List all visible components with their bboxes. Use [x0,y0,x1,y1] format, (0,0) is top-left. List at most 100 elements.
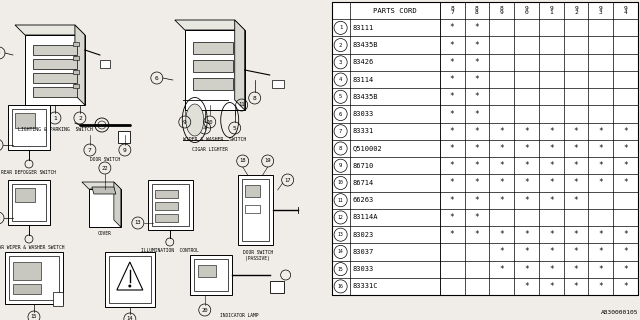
Text: *: * [475,179,479,188]
Bar [155,190,178,198]
Text: *: * [499,161,504,170]
Text: 6: 6 [155,76,159,81]
Text: 9: 9 [123,148,127,153]
Bar [8,105,50,150]
Text: 9
4: 9 4 [624,6,627,15]
Bar [89,189,121,227]
Text: *: * [623,282,628,291]
Text: *: * [450,127,454,136]
Text: *: * [450,92,454,101]
Text: *: * [475,144,479,153]
Polygon shape [175,20,244,30]
Text: COVER: COVER [98,231,112,236]
Text: *: * [623,179,628,188]
Bar [33,45,77,55]
Text: 12: 12 [0,215,1,220]
Text: *: * [549,265,554,274]
Text: 1: 1 [53,116,57,121]
Text: 12: 12 [338,215,344,220]
Text: 8
8: 8 8 [475,6,479,15]
Text: *: * [450,23,454,32]
Text: 17: 17 [284,178,291,182]
Text: 9
2: 9 2 [574,6,578,15]
Text: 9: 9 [183,119,187,124]
Text: 15: 15 [31,315,37,319]
Text: WIPER & WASHER  SWITCH: WIPER & WASHER SWITCH [183,137,246,142]
Text: 9
0: 9 0 [525,6,529,15]
Text: *: * [573,144,579,153]
Text: CIGAR LIGHTER: CIGAR LIGHTER [192,147,228,152]
Text: *: * [475,161,479,170]
Text: 3: 3 [339,60,342,65]
Text: *: * [475,109,479,118]
Bar [100,60,110,68]
Text: *: * [524,230,529,239]
Text: *: * [499,265,504,274]
Text: ILLUMINATION  CONTROL: ILLUMINATION CONTROL [141,248,198,253]
Text: *: * [524,179,529,188]
Text: 4: 4 [203,125,207,131]
Text: *: * [549,247,554,256]
Text: *: * [475,23,479,32]
Text: *: * [450,144,454,153]
Text: 16: 16 [338,284,344,289]
Text: *: * [450,58,454,67]
Text: *: * [573,265,579,274]
Text: 8
9: 8 9 [500,6,504,15]
Bar [193,42,233,54]
Text: *: * [450,179,454,188]
Polygon shape [15,25,85,35]
Text: *: * [573,161,579,170]
Text: *: * [499,247,504,256]
Text: 83331C: 83331C [353,284,378,289]
Text: *: * [598,265,603,274]
Text: *: * [475,92,479,101]
Text: *: * [573,247,579,256]
Text: *: * [450,196,454,205]
Text: *: * [573,230,579,239]
Text: 22: 22 [102,165,108,171]
Bar [155,214,178,222]
Bar [152,184,189,226]
Text: *: * [598,144,603,153]
Text: *: * [450,41,454,50]
Text: *: * [623,127,628,136]
Text: *: * [549,196,554,205]
Text: 7: 7 [88,148,92,153]
Text: *: * [475,58,479,67]
Bar [5,252,63,304]
Text: *: * [499,144,504,153]
Text: *: * [450,75,454,84]
Text: 19: 19 [264,158,271,164]
Text: 2: 2 [78,116,82,121]
Text: 83435B: 83435B [353,42,378,48]
Text: *: * [623,144,628,153]
Text: *: * [450,230,454,239]
Text: 6: 6 [339,112,342,116]
Text: 13: 13 [338,232,344,237]
Text: 11: 11 [239,102,245,108]
Text: INDICATOR LAMP: INDICATOR LAMP [220,313,259,318]
Text: A830000105: A830000105 [600,310,638,315]
Text: 8: 8 [339,146,342,151]
Text: 1: 1 [339,25,342,30]
Text: *: * [450,161,454,170]
Bar [109,256,151,303]
Text: 10: 10 [338,180,344,186]
Bar [148,180,193,230]
Text: *: * [524,282,529,291]
Text: 3: 3 [0,51,1,55]
Bar [73,84,79,88]
Text: *: * [623,230,628,239]
Circle shape [129,284,131,287]
Bar [198,265,216,277]
Text: *: * [549,230,554,239]
Bar [53,292,63,306]
Polygon shape [92,187,116,194]
Text: *: * [573,179,579,188]
Text: *: * [450,109,454,118]
Text: PARTS CORD: PARTS CORD [373,8,417,14]
Bar [118,131,130,143]
Text: *: * [598,247,603,256]
Text: 4: 4 [339,77,342,82]
